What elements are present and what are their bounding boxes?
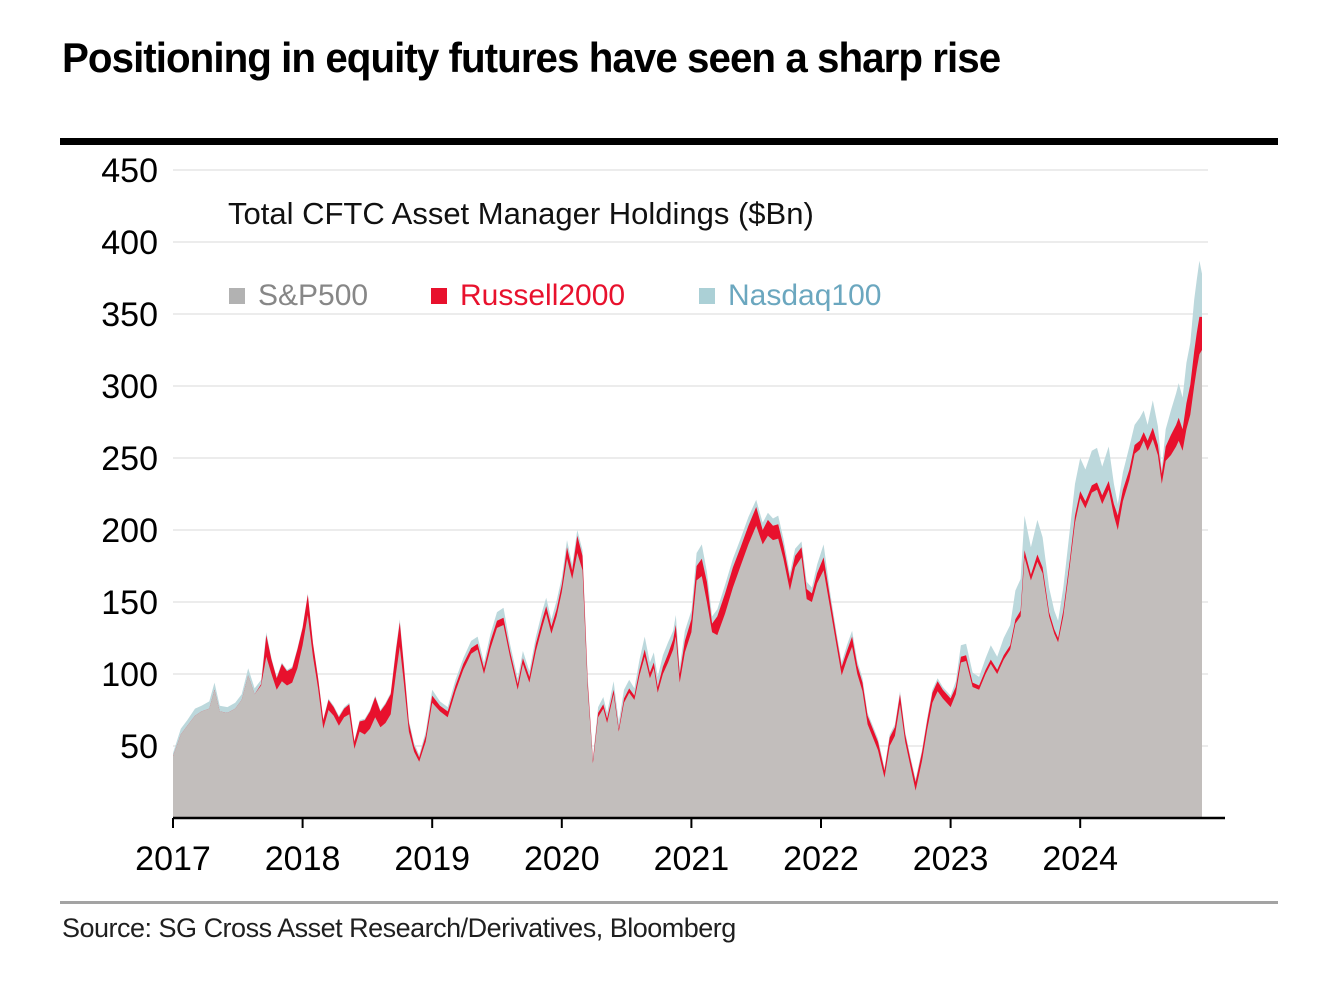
legend-item-russell2000: Russell2000 <box>431 279 625 313</box>
source-attribution: Source: SG Cross Asset Research/Derivati… <box>62 913 736 943</box>
x-axis-label-2019: 2019 <box>394 840 470 878</box>
x-axis-label-2017: 2017 <box>135 840 211 878</box>
x-axis-label-2024: 2024 <box>1042 840 1118 878</box>
legend-label-sp500: S&P500 <box>258 279 369 312</box>
area-russell2000 <box>173 316 1202 818</box>
legend-item-nasdaq100: Nasdaq100 <box>699 279 881 313</box>
x-axis-label-2022: 2022 <box>783 840 859 878</box>
y-axis-label-250: 250 <box>101 440 158 478</box>
page-title: Positioning in equity futures have seen … <box>62 34 1001 81</box>
legend-item-sp500: S&P500 <box>229 279 368 313</box>
y-axis-label-150: 150 <box>101 584 158 622</box>
y-axis-label-300: 300 <box>101 368 158 406</box>
y-axis-label-450: 450 <box>101 152 158 190</box>
y-axis-label-400: 400 <box>101 224 158 262</box>
sp500-swatch-icon <box>229 288 245 304</box>
x-axis-label-2020: 2020 <box>524 840 600 878</box>
y-axis-label-50: 50 <box>120 728 158 766</box>
y-axis-label-350: 350 <box>101 296 158 334</box>
area-sp500 <box>173 350 1202 818</box>
russell2000-swatch-icon <box>431 288 447 304</box>
x-axis-label-2023: 2023 <box>913 840 989 878</box>
chart-subtitle: Total CFTC Asset Manager Holdings ($Bn) <box>228 196 814 231</box>
title-divider-rule <box>60 138 1278 145</box>
x-axis-label-2021: 2021 <box>654 840 730 878</box>
legend-label-russell2000: Russell2000 <box>460 279 626 312</box>
x-axis-label-2018: 2018 <box>265 840 341 878</box>
y-axis-label-100: 100 <box>101 656 158 694</box>
source-divider-rule <box>60 901 1278 904</box>
y-axis-label-200: 200 <box>101 512 158 550</box>
legend-label-nasdaq100: Nasdaq100 <box>728 279 882 312</box>
nasdaq100-swatch-icon <box>699 288 715 304</box>
